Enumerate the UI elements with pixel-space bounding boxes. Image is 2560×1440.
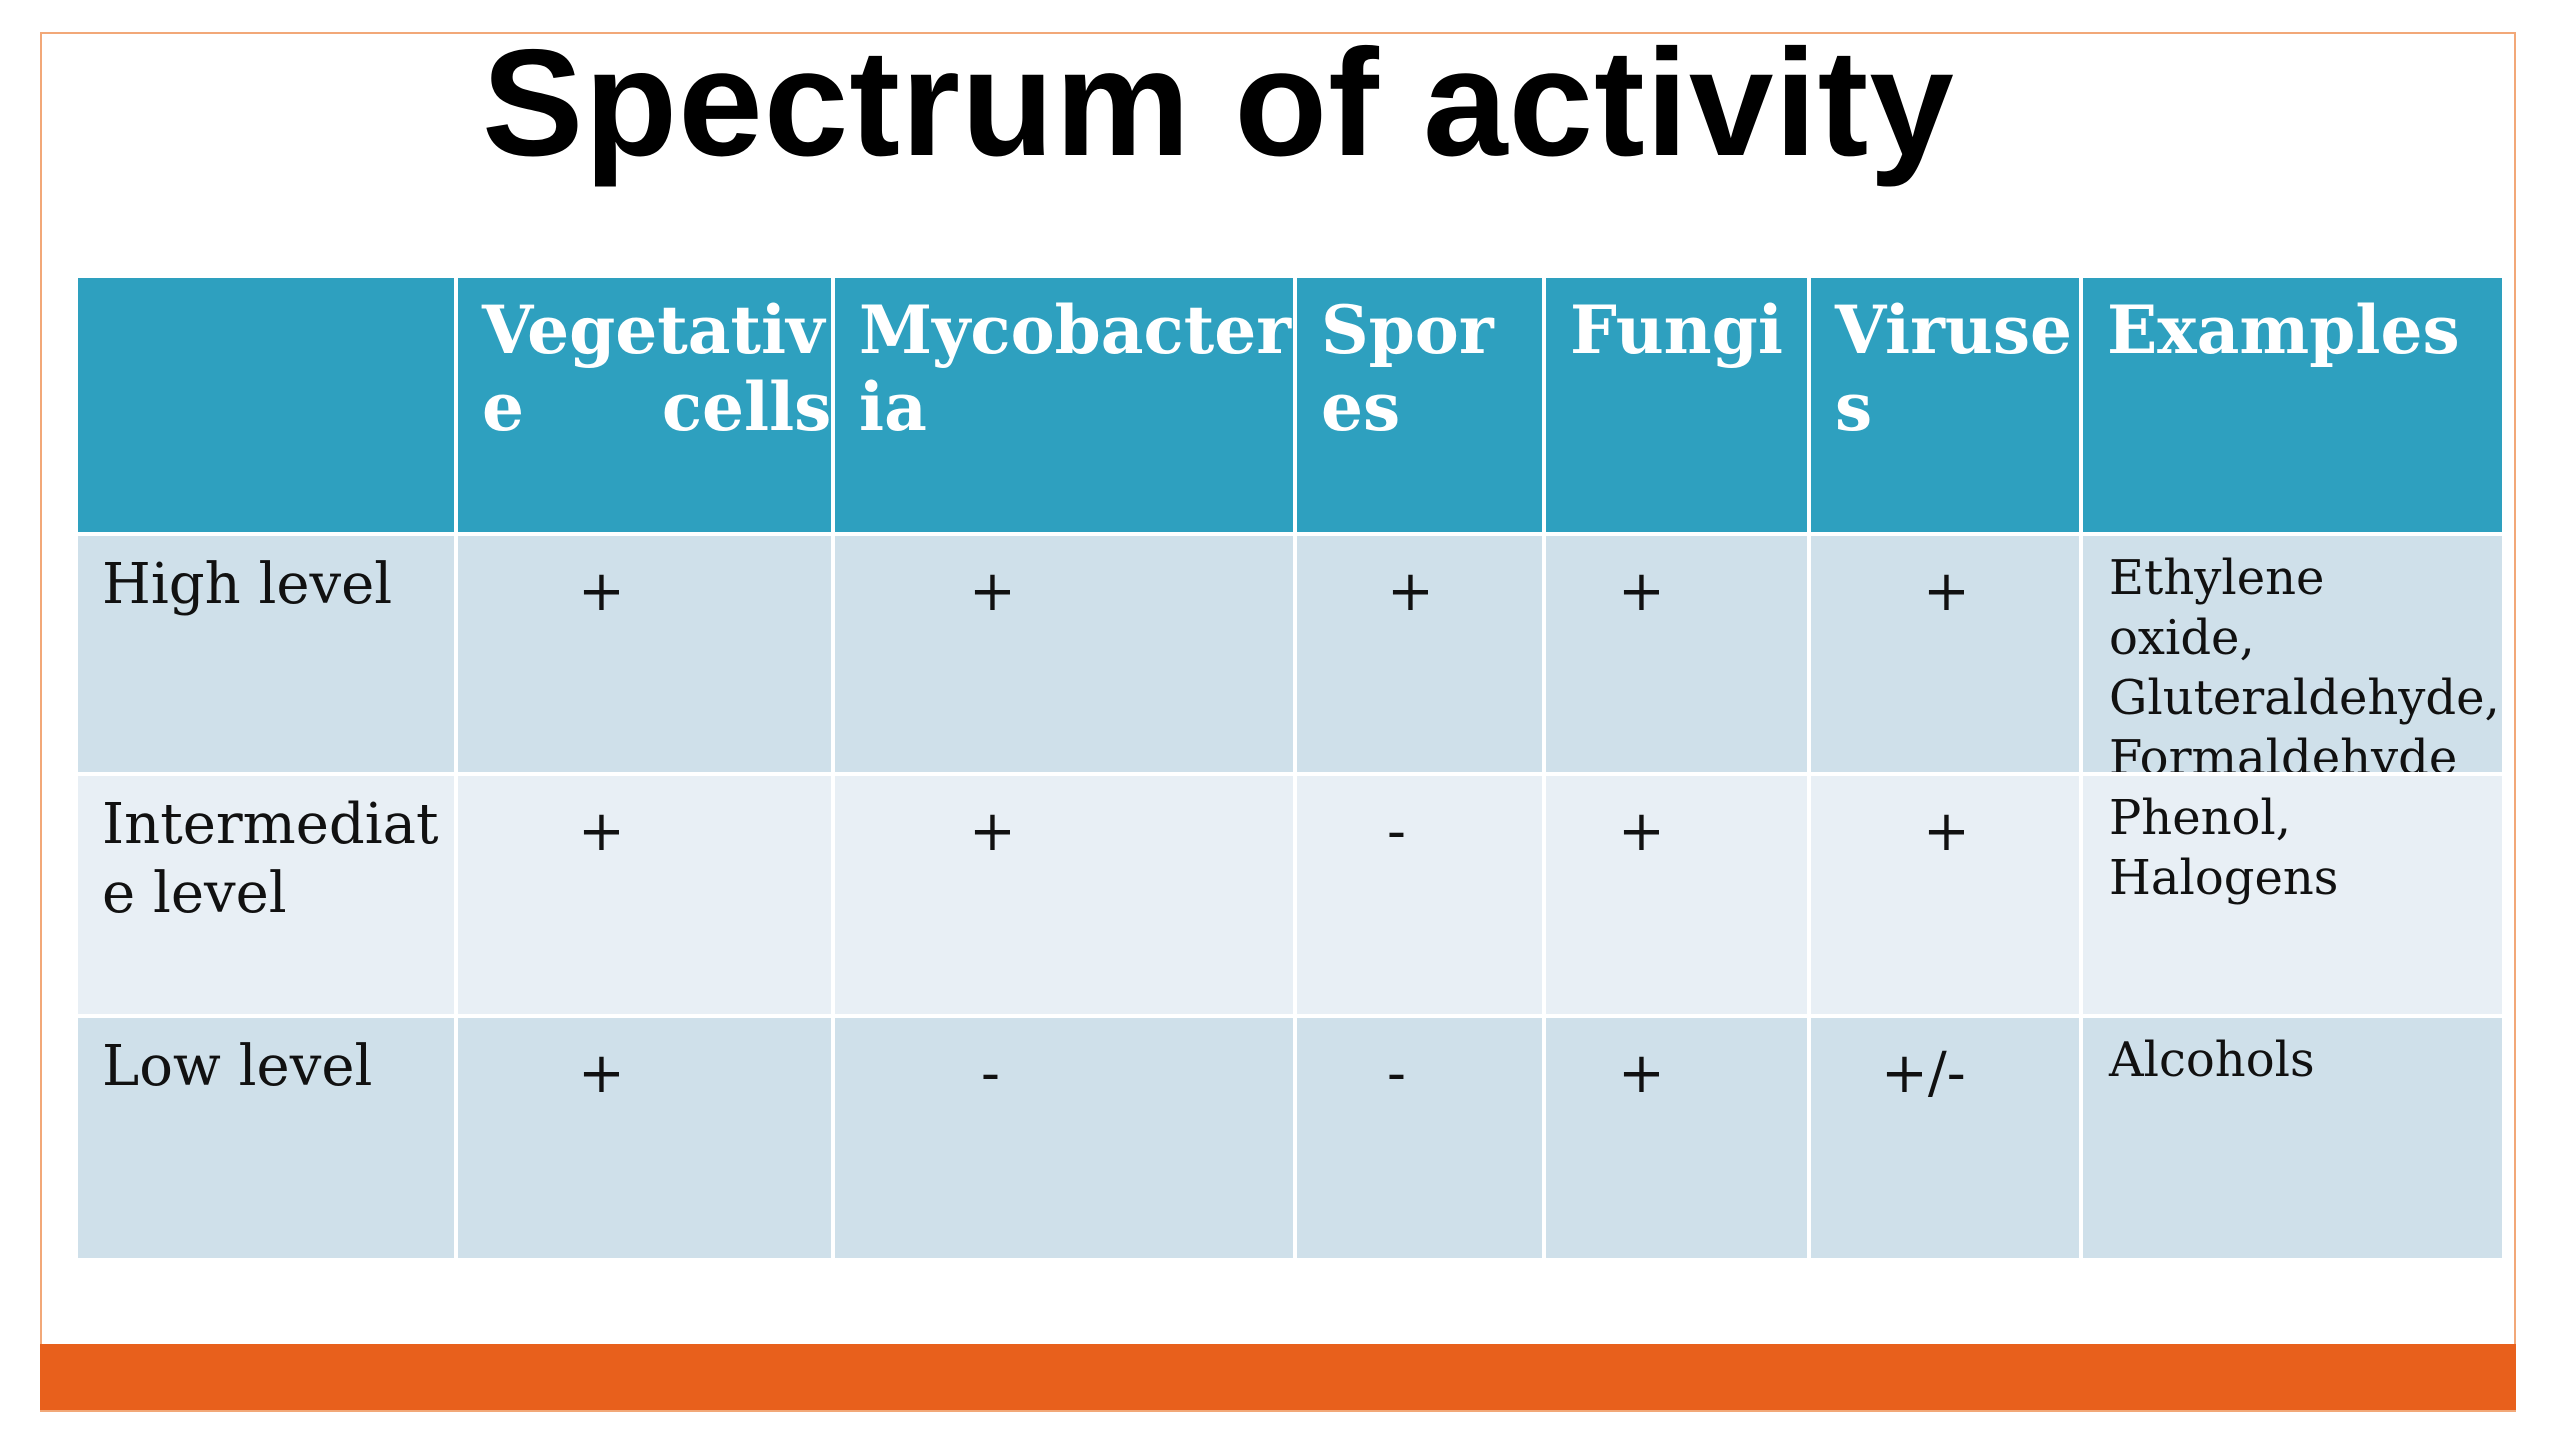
header-spores-line-1: Spor (1321, 291, 1494, 369)
intermediate-level-vegetative-mark: + (458, 776, 831, 1014)
header-spores-line-2: es (1321, 368, 1401, 447)
low-level-vegetative-mark: + (458, 1018, 831, 1258)
header-spores: Spor es (1297, 278, 1542, 532)
high-level-example-2: Gluteraldehyde, (2109, 670, 2500, 726)
high-level-mycobacteria-mark: + (835, 536, 1293, 772)
row-low-level-label: Low level (78, 1018, 454, 1258)
low-level-fungi-mark: + (1546, 1018, 1807, 1258)
row-high-level-label: High level (78, 536, 454, 772)
intermediate-level-examples: Phenol, Halogens (2083, 776, 2502, 1014)
header-viruses-line-1: Viruse (1835, 291, 2073, 369)
header-vegetative-cells: Vegetativ e cells (458, 278, 831, 532)
low-level-spores-mark: - (1297, 1018, 1542, 1258)
low-level-mycobacteria-mark: - (835, 1018, 1293, 1258)
slide-title: Spectrum of activity (482, 18, 1955, 188)
intermediate-example-1: Phenol, (2109, 790, 2292, 846)
activity-table: Vegetativ e cells Mycobacter ia Spor es Fun… (78, 278, 2502, 1258)
high-level-example-3: Formaldehyde (2109, 730, 2458, 772)
header-examples: Examples (2083, 278, 2502, 532)
header-mycobacteria-line-1: Mycobacter (859, 291, 1291, 369)
high-level-vegetative-mark: + (458, 536, 831, 772)
high-level-example-1: Ethylene oxide, (2109, 550, 2325, 666)
header-viruses-line-2: s (1835, 368, 1873, 447)
high-level-examples: Ethylene oxide, Gluteraldehyde, Formaldehy… (2083, 536, 2502, 772)
intermediate-level-viruses-mark: + (1811, 776, 2079, 1014)
header-vegetative-line-2: e cells (482, 368, 831, 447)
intermediate-level-spores-mark: - (1297, 776, 1542, 1014)
low-level-examples: Alcohols (2083, 1018, 2502, 1258)
high-level-spores-mark: + (1297, 536, 1542, 772)
intermediate-label-line-1: Intermediat (102, 792, 439, 857)
low-level-viruses-mark: +/- (1811, 1018, 2079, 1258)
accent-bar (40, 1344, 2516, 1410)
high-level-viruses-mark: + (1811, 536, 2079, 772)
header-mycobacteria: Mycobacter ia (835, 278, 1293, 532)
intermediate-level-fungi-mark: + (1546, 776, 1807, 1014)
header-cell-empty (78, 278, 454, 532)
header-fungi: Fungi (1546, 278, 1807, 532)
intermediate-label-line-2: e level (102, 861, 287, 927)
intermediate-example-2: Halogens (2109, 850, 2339, 906)
intermediate-level-mycobacteria-mark: + (835, 776, 1293, 1014)
high-level-fungi-mark: + (1546, 536, 1807, 772)
header-vegetative-line-1: Vegetativ (482, 291, 825, 369)
header-mycobacteria-line-2: ia (859, 368, 927, 447)
header-viruses: Viruse s (1811, 278, 2079, 532)
row-intermediate-level-label: Intermediat e level (78, 776, 454, 1014)
